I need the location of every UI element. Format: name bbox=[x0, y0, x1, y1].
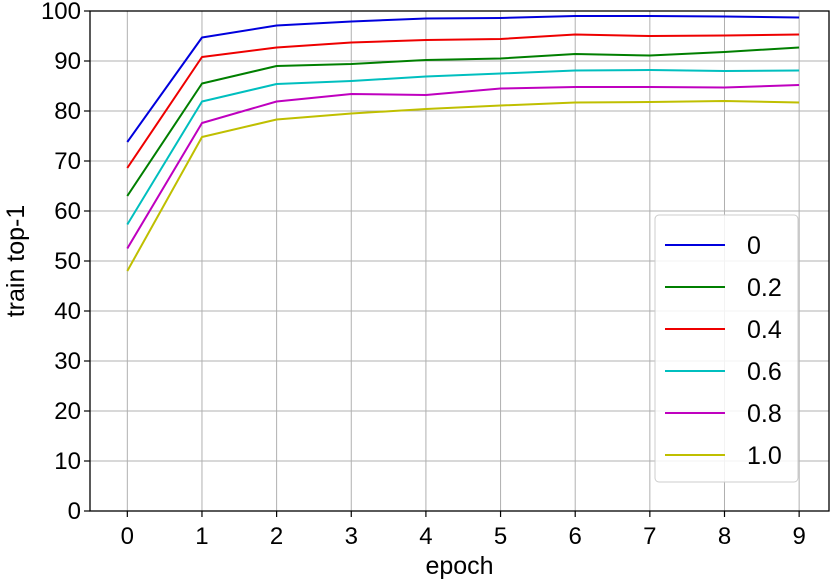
series-line-0.2 bbox=[126, 46, 800, 197]
x-axis-ticks: 0 1 2 3 4 5 6 7 8 9 bbox=[121, 511, 806, 550]
series-line-0 bbox=[126, 15, 800, 143]
legend-label: 0.2 bbox=[747, 274, 782, 302]
y-tick-label: 100 bbox=[41, 0, 81, 25]
y-tick-label: 80 bbox=[54, 98, 81, 125]
x-tick-label: 4 bbox=[419, 523, 432, 550]
y-tick-label: 70 bbox=[54, 148, 81, 175]
legend-label: 0.4 bbox=[747, 316, 782, 344]
legend-box bbox=[654, 214, 799, 483]
series-line-1.0 bbox=[126, 100, 800, 272]
x-axis-label: epoch bbox=[425, 552, 493, 580]
x-tick-label: 9 bbox=[792, 523, 805, 550]
x-tick-label: 2 bbox=[270, 523, 283, 550]
series-lines bbox=[126, 15, 800, 272]
y-axis-ticks: 0 10 20 30 40 50 60 70 80 90 100 bbox=[41, 0, 90, 525]
legend-label: 1.0 bbox=[747, 442, 782, 470]
x-tick-label: 7 bbox=[643, 523, 656, 550]
legend: 0 0.2 0.4 0.6 0.8 1.0 bbox=[654, 214, 799, 483]
x-tick-label: 3 bbox=[345, 523, 358, 550]
legend-label: 0.6 bbox=[747, 358, 782, 386]
x-tick-label: 6 bbox=[569, 523, 582, 550]
series-line-0.6 bbox=[126, 69, 800, 226]
series-line-0.4 bbox=[126, 33, 800, 169]
x-tick-label: 1 bbox=[195, 523, 208, 550]
y-tick-label: 10 bbox=[54, 448, 81, 475]
y-tick-label: 60 bbox=[54, 198, 81, 225]
y-tick-label: 50 bbox=[54, 248, 81, 275]
x-tick-label: 0 bbox=[121, 523, 134, 550]
y-tick-label: 90 bbox=[54, 48, 81, 75]
x-tick-label: 8 bbox=[718, 523, 731, 550]
legend-label: 0 bbox=[747, 232, 761, 260]
y-tick-label: 40 bbox=[54, 298, 81, 325]
x-tick-label: 5 bbox=[494, 523, 507, 550]
y-tick-label: 30 bbox=[54, 348, 81, 375]
series-line-0.8 bbox=[126, 84, 800, 250]
y-tick-label: 20 bbox=[54, 398, 81, 425]
y-axis-label: train top-1 bbox=[2, 205, 30, 318]
legend-label: 0.8 bbox=[747, 400, 782, 428]
y-tick-label: 0 bbox=[68, 498, 81, 525]
